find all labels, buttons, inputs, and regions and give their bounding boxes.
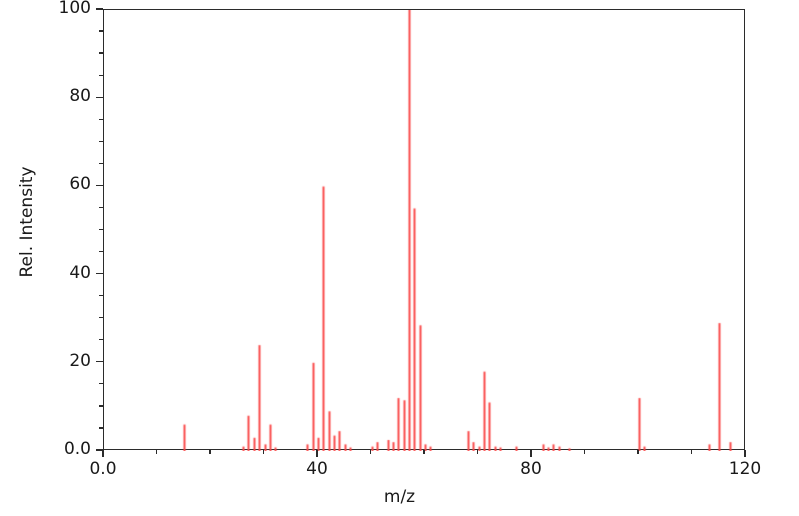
y-axis-tick (96, 184, 103, 187)
x-axis-minor-tick (369, 450, 372, 454)
y-axis-minor-tick (99, 295, 103, 297)
y-axis-minor-tick (99, 427, 103, 429)
y-axis-minor-tick (99, 228, 103, 231)
y-axis-minor-tick (99, 206, 103, 209)
x-axis-tick (102, 450, 104, 457)
y-axis-minor-tick (99, 118, 103, 120)
y-axis-minor-tick (99, 74, 103, 76)
x-axis-minor-tick (637, 450, 639, 454)
plot-area (103, 9, 746, 451)
spectrum-peaks (104, 10, 746, 451)
x-axis-tick-label: 80 (520, 459, 542, 479)
y-axis-tick-label: 20 (69, 350, 91, 371)
x-axis-tick-label: 40 (306, 459, 328, 479)
x-axis-label: m/z (383, 487, 416, 507)
y-axis-tick-label: 40 (69, 262, 91, 283)
x-axis-minor-tick (583, 450, 586, 454)
y-axis-tick-label: 60 (69, 174, 91, 195)
y-axis-tick-label: 100 (58, 0, 91, 18)
x-axis-tick (744, 450, 746, 457)
x-axis-minor-tick (476, 450, 479, 454)
y-axis-minor-tick (99, 405, 103, 407)
y-axis-minor-tick (99, 250, 103, 253)
y-axis-tick-label: 80 (69, 86, 91, 107)
y-axis-tick-label: 0.0 (63, 439, 91, 459)
y-axis-minor-tick (99, 140, 103, 142)
y-axis-minor-tick (99, 52, 103, 54)
x-axis-minor-tick (423, 450, 425, 454)
y-axis-tick (96, 272, 103, 275)
x-axis-minor-tick (155, 450, 158, 454)
y-axis-tick (96, 96, 103, 98)
x-axis-tick-label: 120 (728, 459, 762, 479)
y-axis-label: Rel. Intensity (17, 166, 37, 278)
x-axis-tick-label: 0.0 (89, 459, 117, 479)
x-axis-minor-tick (262, 450, 265, 454)
x-axis-minor-tick (209, 450, 211, 454)
y-axis-minor-tick (99, 162, 103, 164)
y-axis-minor-tick (99, 317, 103, 319)
y-axis-tick (96, 449, 103, 451)
y-axis-tick (96, 361, 103, 363)
y-axis-minor-tick (99, 339, 103, 341)
x-axis-tick (316, 450, 318, 457)
y-axis-minor-tick (99, 383, 103, 385)
y-axis-minor-tick (99, 30, 103, 32)
x-axis-tick (530, 450, 532, 457)
x-axis-minor-tick (690, 450, 693, 454)
y-axis-tick (96, 8, 103, 10)
